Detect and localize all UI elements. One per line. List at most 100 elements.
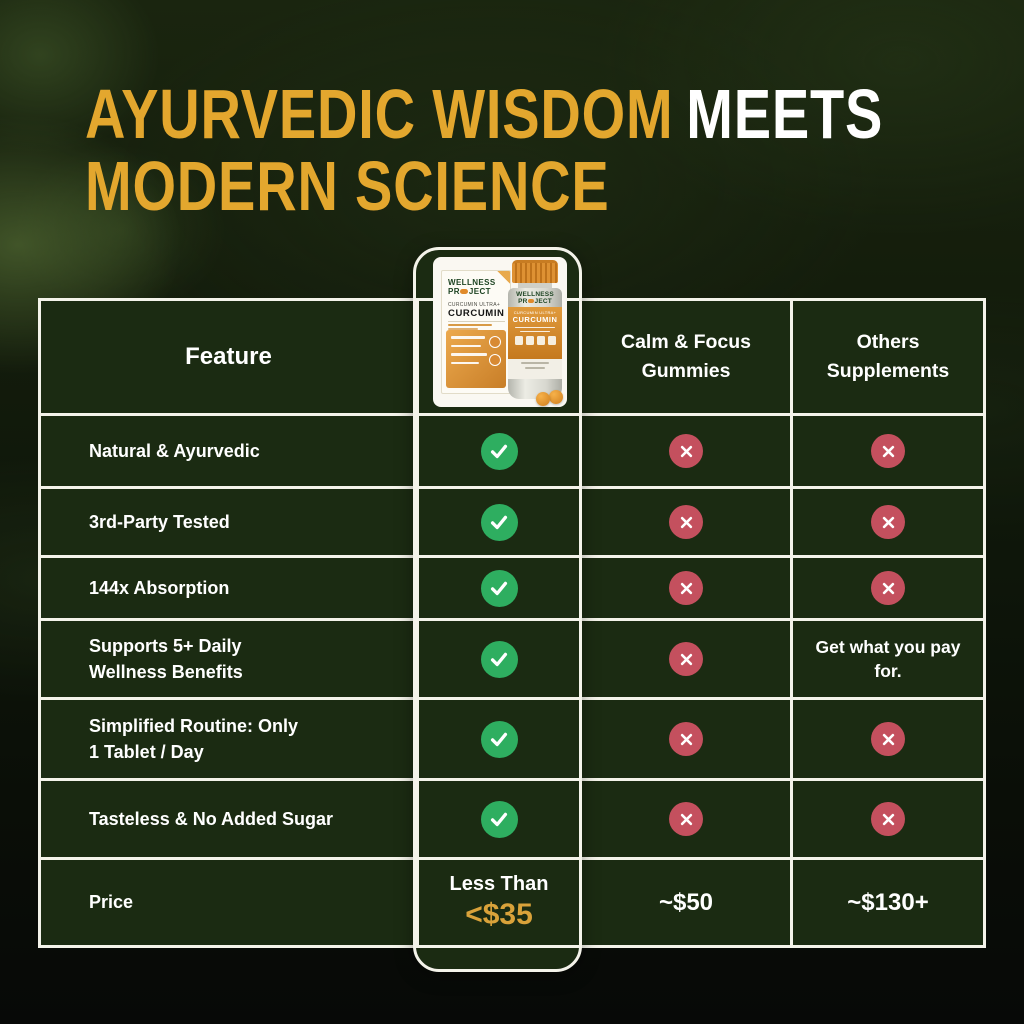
capsule-icon [528,299,534,304]
box-benefits-panel [446,330,506,388]
cross-icon [669,642,703,676]
gummies-value-cell [582,489,790,555]
price-value-others: ~$130+ [847,888,929,916]
feature-label: 3rd-Party Tested [89,511,230,532]
table-row-feature: Supports 5+ Daily Wellness Benefits [41,621,416,697]
title-line-1: AYURVEDIC WISDOM MEETS [85,78,883,150]
product-range: CURCUMIN ULTRA+ [448,302,501,308]
product-box: WELLNESS PR JECT CURCUMIN ULTRA+ CURCUMIN [441,270,511,394]
price-gummies-cell: ~$50 [582,860,790,945]
table-row-feature: Simplified Routine: Only 1 Tablet / Day [41,700,416,778]
header-gummies-cell: Calm & Focus Gummies [582,301,790,413]
check-icon [480,800,518,838]
product-value-cell [419,621,579,697]
feature-label: Supports 5+ Daily Wellness Benefits [89,635,243,682]
bottle-cap [512,260,558,283]
dosage-badge [489,336,501,348]
benefit-bar [451,353,487,356]
others-value-cell [793,416,983,486]
table-row-feature: 144x Absorption [41,558,416,618]
others-value-cell: Get what you pay for. [793,621,983,697]
table-row-feature: Natural & Ayurvedic [41,416,416,486]
feature-label: Tasteless & No Added Sugar [89,808,334,829]
gummies-value-cell [582,781,790,857]
brand-line-1: WELLNESS [448,278,496,287]
benefit-bar [451,344,481,347]
check-icon [480,432,518,470]
product-photo: WELLNESS PR JECT CURCUMIN ULTRA+ CURCUMIN… [433,257,567,407]
bottle-label-orange: CURCUMIN ULTRA+ CURCUMIN [508,307,562,359]
product-value-cell [419,416,579,486]
page-title: AYURVEDIC WISDOM MEETS MODERN SCIENCE [85,78,1024,222]
price-value-gummies: ~$50 [658,888,714,916]
feature-label: 144x Absorption [89,577,230,598]
brand-line-2: PR JECT [448,287,491,296]
brand-logo: WELLNESS PR JECT [448,278,505,296]
cross-icon [871,722,905,756]
benefit-bar [451,361,479,364]
others-value-cell [793,558,983,618]
bottle-brand: WELLNESS PR JECT [508,291,562,305]
price-prefix: Less Than [449,873,549,895]
label-bar [521,362,549,364]
title-highlight: AYURVEDIC WISDOM [85,75,674,153]
label-bar [515,326,555,328]
product-value-cell [419,781,579,857]
product-value-cell [419,558,579,618]
product-name: CURCUMIN [448,308,505,322]
benefit-bar [451,336,485,339]
product-value-cell [419,489,579,555]
gummies-value-cell [582,558,790,618]
comparison-table: Feature Calm & Focus Gummies Others Supp… [38,298,986,948]
check-icon [480,503,518,541]
cross-icon [669,722,703,756]
title-line-2: MODERN SCIENCE [85,147,610,225]
cross-icon [669,802,703,836]
product-column-cap-bottom [416,944,579,969]
label-icons [512,336,558,345]
label-bar [525,367,545,369]
feature-label: Natural & Ayurvedic [89,440,260,461]
cross-icon [871,802,905,836]
cross-icon [871,571,905,605]
cross-icon [871,505,905,539]
price-others-cell: ~$130+ [793,860,983,945]
table-row-feature: Tasteless & No Added Sugar [41,781,416,857]
check-icon [480,569,518,607]
title-meets: MEETS [686,75,884,153]
bottle-neck [518,283,552,288]
bottle-body: WELLNESS PR JECT CURCUMIN ULTRA+ CURCUMIN [508,288,562,399]
count-badge [489,354,501,366]
price-feature-cell: Price [41,860,416,945]
price-value-product: <$35 [465,898,533,931]
product-value-cell [419,700,579,778]
bottle-brand-line-2: PR JECT [518,298,552,305]
capsule-icon [460,289,469,295]
cross-icon [669,571,703,605]
decorative-line [448,324,492,326]
check-icon [480,640,518,678]
price-label: Price [89,892,134,913]
others-value-cell [793,781,983,857]
price-product-cell: Less Than <$35 [419,860,579,945]
cross-icon [669,505,703,539]
product-bottle: WELLNESS PR JECT CURCUMIN ULTRA+ CURCUMIN [508,260,563,406]
cross-icon [669,434,703,468]
others-note: Get what you pay for. [815,636,961,682]
header-feature-cell: Feature [41,301,416,413]
label-bar [520,330,550,332]
feature-label: Simplified Routine: Only 1 Tablet / Day [89,715,299,762]
bottle-label-bottom [508,359,562,379]
check-icon [480,720,518,758]
others-value-cell [793,489,983,555]
tablet [536,392,550,406]
gummies-value-cell [582,416,790,486]
cross-icon [871,434,905,468]
gummies-value-cell [582,700,790,778]
tablet [549,390,563,404]
decorative-line [448,328,478,330]
gummies-value-cell [582,621,790,697]
header-others-cell: Others Supplements [793,301,983,413]
others-value-cell [793,700,983,778]
